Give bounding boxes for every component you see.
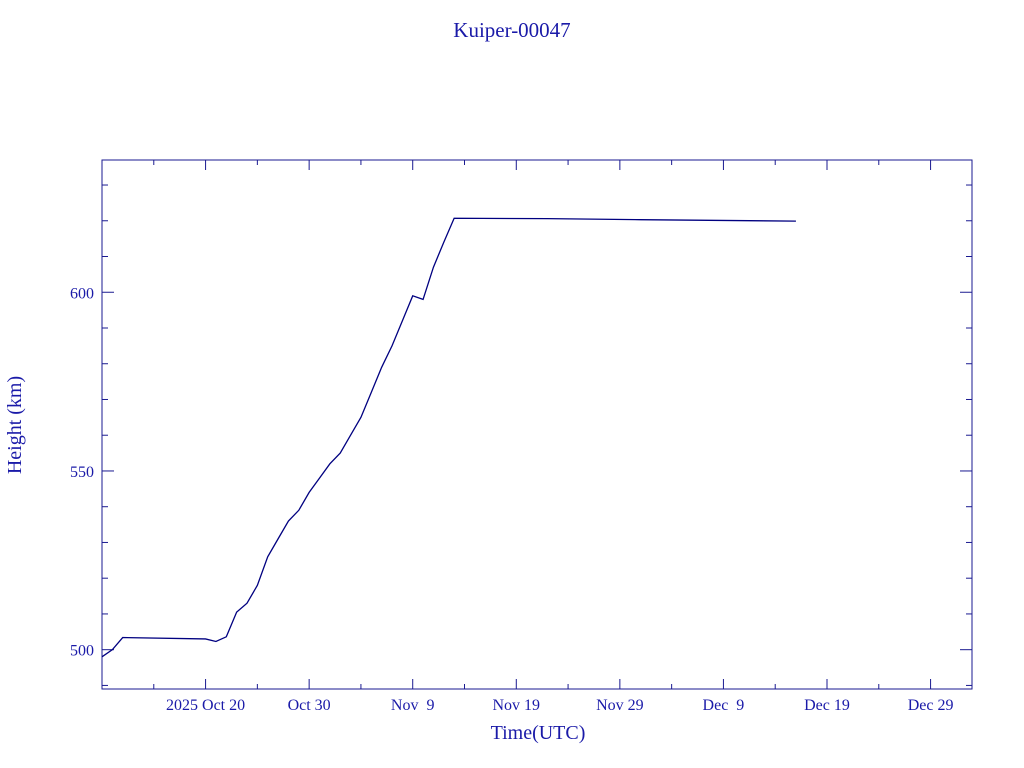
- y-tick-label: 600: [70, 285, 94, 302]
- y-tick-label: 550: [70, 464, 94, 481]
- x-tick-label: 2025 Oct 20: [166, 697, 245, 714]
- x-tick-label: Nov 9: [391, 697, 435, 714]
- chart-title: Kuiper-00047: [453, 18, 570, 42]
- x-tick-label: Nov 29: [596, 697, 644, 714]
- x-axis-label: Time(UTC): [491, 722, 586, 744]
- x-tick-label: Dec 29: [908, 697, 954, 714]
- x-tick-label: Nov 19: [493, 697, 541, 714]
- x-tick-label: Dec 9: [703, 697, 745, 714]
- plot-frame: [101, 159, 973, 690]
- data-line: [101, 217, 796, 658]
- x-tick-label: Dec 19: [804, 697, 850, 714]
- y-axis-label: Height (km): [4, 376, 26, 474]
- y-tick-label: 500: [70, 643, 94, 660]
- x-tick-label: Oct 30: [288, 697, 331, 714]
